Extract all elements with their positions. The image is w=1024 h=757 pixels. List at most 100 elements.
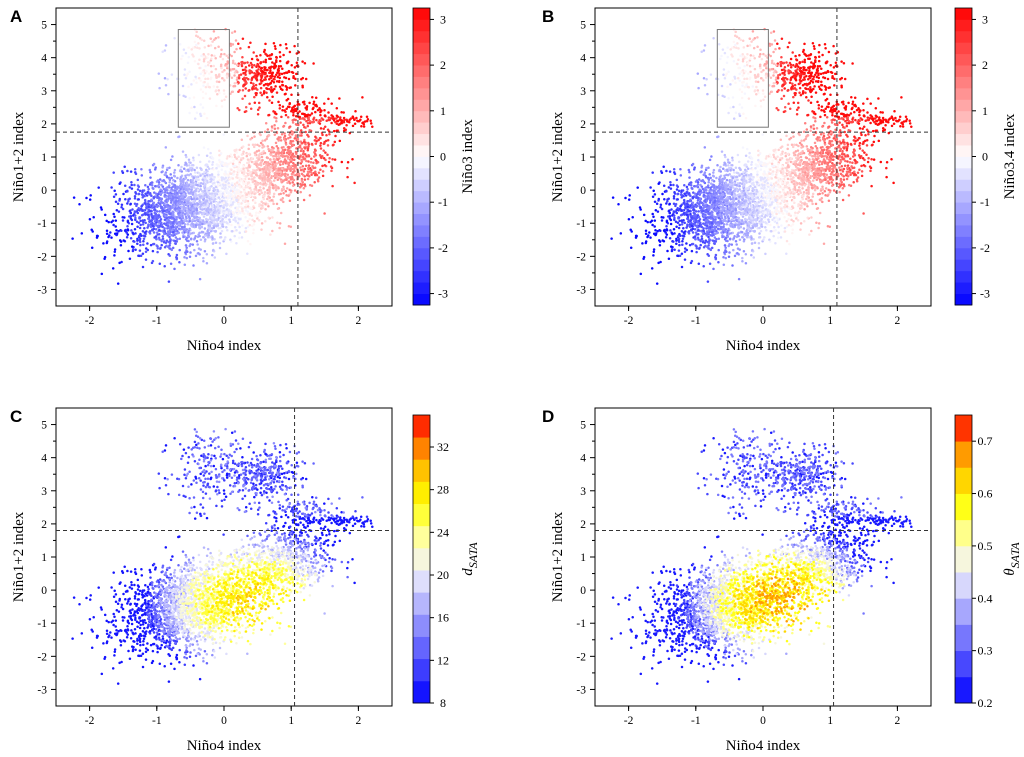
data-point: [325, 133, 328, 137]
data-point: [220, 197, 223, 200]
data-point: [126, 233, 130, 236]
data-point: [192, 79, 196, 82]
data-point: [221, 70, 224, 74]
data-point: [143, 198, 147, 202]
data-point: [119, 240, 123, 243]
data-point: [295, 151, 298, 154]
data-point: [211, 242, 215, 245]
data-point: [301, 153, 305, 156]
data-point: [155, 244, 158, 247]
data-point: [115, 228, 118, 232]
data-point: [178, 237, 182, 241]
data-point: [156, 247, 160, 250]
data-point: [810, 216, 813, 219]
data-point: [305, 119, 308, 123]
data-point: [293, 66, 297, 69]
data-point: [361, 121, 364, 125]
data-point: [186, 61, 190, 65]
data-point: [284, 113, 288, 117]
data-point: [274, 188, 278, 192]
data-point: [133, 214, 137, 217]
data-point: [268, 87, 271, 91]
data-point: [287, 136, 290, 140]
data-point: [289, 142, 293, 145]
data-point: [111, 267, 115, 270]
data-point: [264, 42, 267, 46]
data-point: [140, 204, 143, 208]
data-point: [264, 184, 268, 187]
data-point: [184, 184, 187, 187]
data-point: [200, 168, 203, 172]
data-point: [235, 78, 239, 81]
data-point: [177, 223, 181, 226]
data-point: [125, 236, 129, 239]
data-point: [335, 122, 339, 126]
data-point: [184, 153, 188, 157]
data-point: [691, 231, 695, 234]
data-point: [254, 196, 257, 200]
data-point: [134, 248, 137, 251]
data-point: [302, 112, 305, 116]
data-point: [200, 38, 204, 42]
data-point: [271, 184, 275, 187]
data-point: [133, 168, 137, 171]
data-point: [283, 169, 286, 172]
data-point: [244, 73, 247, 77]
data-point: [205, 193, 208, 196]
data-point: [627, 217, 631, 221]
data-point: [254, 93, 258, 97]
data-point: [225, 252, 228, 256]
data-point: [224, 180, 228, 184]
data-point: [212, 167, 215, 171]
data-point: [240, 153, 244, 156]
data-point: [202, 256, 205, 260]
data-point: [254, 143, 257, 146]
data-point: [206, 181, 209, 184]
data-point: [283, 132, 286, 135]
data-point: [233, 216, 237, 220]
data-point: [205, 116, 209, 120]
data-point: [245, 154, 249, 158]
data-point: [284, 76, 288, 80]
data-point: [218, 246, 222, 250]
data-point: [171, 195, 174, 198]
data-point: [174, 225, 177, 228]
data-point: [217, 214, 220, 217]
data-point: [251, 87, 254, 91]
data-point: [201, 208, 204, 211]
data-point: [264, 208, 267, 211]
data-point: [282, 185, 285, 188]
data-point: [219, 232, 222, 235]
data-point: [225, 225, 228, 229]
data-point: [246, 61, 249, 64]
data-point: [162, 203, 166, 206]
data-point: [224, 95, 228, 98]
data-point: [97, 186, 100, 189]
data-point: [228, 218, 231, 221]
colorbar-level: [413, 156, 430, 169]
data-point: [294, 114, 298, 118]
data-point: [120, 203, 124, 207]
data-point: [233, 149, 236, 152]
data-point: [226, 155, 229, 158]
data-point: [181, 214, 184, 218]
data-point: [180, 57, 183, 61]
data-point: [265, 91, 268, 94]
data-point: [224, 236, 227, 239]
data-point: [281, 148, 285, 152]
data-point: [136, 188, 140, 191]
data-point: [214, 241, 218, 244]
data-point: [197, 76, 201, 80]
data-point: [230, 155, 234, 159]
data-point: [118, 182, 121, 185]
data-point: [286, 173, 290, 176]
data-point: [243, 76, 246, 80]
data-point: [204, 85, 208, 89]
plot-frame: [55, 7, 393, 307]
data-point: [279, 154, 283, 157]
data-point: [186, 173, 189, 177]
data-point: [201, 190, 204, 193]
data-point: [163, 191, 167, 194]
data-point: [161, 237, 165, 240]
data-point: [293, 155, 296, 158]
